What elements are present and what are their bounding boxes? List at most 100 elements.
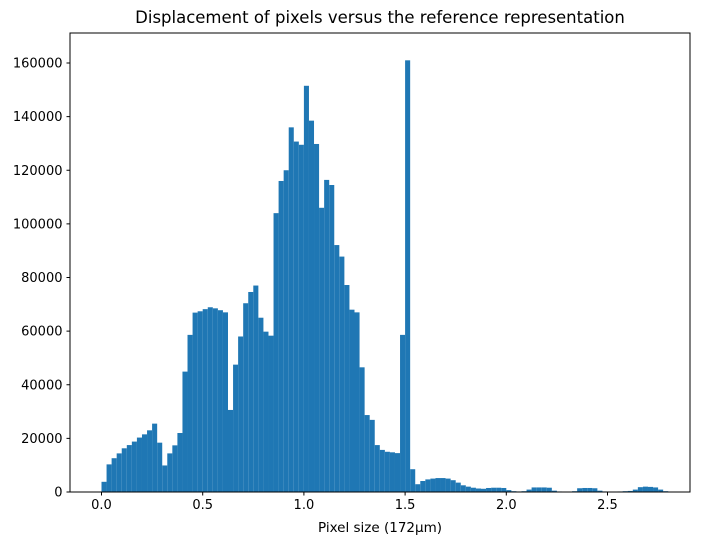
histogram-bar <box>126 445 132 492</box>
histogram-bar <box>334 245 340 492</box>
histogram-bar <box>425 479 431 492</box>
histogram-bar <box>354 312 360 492</box>
histogram-bar <box>152 423 158 492</box>
histogram-bar <box>592 488 598 492</box>
histogram-bar <box>248 291 254 492</box>
histogram-bar <box>319 207 325 493</box>
histogram-bar <box>526 489 532 492</box>
histogram-bar <box>288 127 294 492</box>
histogram-bar <box>445 478 451 492</box>
histogram-bar <box>486 487 492 492</box>
histogram-bar <box>141 434 148 492</box>
x-tick-label: 1.0 <box>294 498 315 513</box>
histogram-bar <box>642 486 648 492</box>
histogram-bar <box>298 144 304 492</box>
histogram-bar <box>293 141 299 492</box>
histogram-bar <box>344 285 350 492</box>
histogram-bar <box>658 489 664 492</box>
histogram-bar <box>400 334 406 492</box>
histogram-bar <box>465 486 471 492</box>
histogram-bar <box>349 309 355 492</box>
histogram-bar <box>627 490 633 492</box>
histogram-bar <box>394 453 401 492</box>
histogram-bar <box>278 180 284 493</box>
histogram-bar <box>384 451 390 492</box>
histogram-bar <box>228 409 234 492</box>
histogram-bar <box>329 185 335 492</box>
histogram-bar <box>324 179 330 492</box>
y-tick-label: 100000 <box>13 217 63 232</box>
histogram-bar <box>410 469 416 492</box>
histogram-bar <box>647 486 654 492</box>
histogram-bar <box>551 490 557 492</box>
histogram-bar <box>314 143 320 492</box>
histogram-bar <box>475 488 481 492</box>
histogram-bar <box>420 481 426 492</box>
histogram-bar <box>455 482 461 492</box>
plot-frame <box>69 32 691 493</box>
histogram-bar <box>157 442 163 492</box>
chart-title: Displacement of pixels versus the refere… <box>135 8 625 27</box>
histogram-bar <box>435 478 441 492</box>
histogram-bar <box>167 453 173 492</box>
histogram-bar <box>496 487 502 492</box>
histogram-bar <box>582 487 588 492</box>
histogram-bar <box>182 371 188 492</box>
histogram-bar <box>147 430 153 492</box>
histogram-bar <box>131 441 137 492</box>
histogram-bar <box>389 452 395 492</box>
histogram-bar <box>632 489 638 492</box>
histogram-bar <box>308 120 315 493</box>
histogram-bar <box>379 449 385 492</box>
histogram-bar <box>101 481 107 492</box>
histogram-bar <box>653 487 659 492</box>
y-tick-label: 0 <box>54 486 62 501</box>
histogram-bar <box>531 487 537 492</box>
histogram-bar <box>222 312 228 492</box>
histogram-bar <box>587 487 593 492</box>
x-tick-label: 0.0 <box>91 498 112 513</box>
histogram-bar <box>491 487 497 492</box>
histogram-bar <box>192 312 198 492</box>
histogram-bar <box>369 419 375 492</box>
histogram-bar <box>405 60 411 492</box>
y-tick-label: 40000 <box>21 378 62 393</box>
histogram-bar <box>481 488 487 492</box>
y-axis-ticks: 0 20000 40000 60000 80000 100000 120000 140000 1… <box>13 57 70 501</box>
histogram-bar <box>637 487 643 492</box>
histogram-bar <box>303 85 309 492</box>
histogram-bar <box>268 335 274 492</box>
y-tick-label: 60000 <box>21 325 62 340</box>
y-tick-label: 20000 <box>21 432 62 447</box>
histogram-bar <box>172 445 178 492</box>
histogram-bar <box>460 485 466 492</box>
histogram-bar <box>415 484 421 492</box>
x-tick-label: 2.5 <box>597 498 618 513</box>
histogram-bar <box>359 367 365 492</box>
histogram-bar <box>283 170 289 492</box>
histogram-bar <box>470 487 476 492</box>
bars-group <box>101 60 669 493</box>
histogram-bar <box>541 487 547 492</box>
histogram-bar <box>197 311 203 492</box>
histogram-bar <box>233 364 239 492</box>
x-tick-label: 2.0 <box>496 498 517 513</box>
histogram-bar <box>238 336 244 492</box>
y-tick-label: 120000 <box>13 164 63 179</box>
histogram-bar <box>374 445 380 492</box>
histogram-bar <box>243 303 249 492</box>
histogram-bar <box>253 285 259 492</box>
histogram-bar <box>597 490 603 492</box>
histogram-bar <box>263 331 269 492</box>
histogram-bar <box>546 487 552 492</box>
histogram-bar <box>536 487 542 492</box>
x-axis-label: Pixel size (172μm) <box>318 520 442 536</box>
histogram-bar <box>212 308 218 492</box>
histogram-bar <box>577 488 583 492</box>
histogram-bar <box>207 307 213 492</box>
histogram-bar <box>364 415 370 492</box>
histogram-bar <box>202 309 208 492</box>
y-tick-label: 140000 <box>13 110 63 125</box>
